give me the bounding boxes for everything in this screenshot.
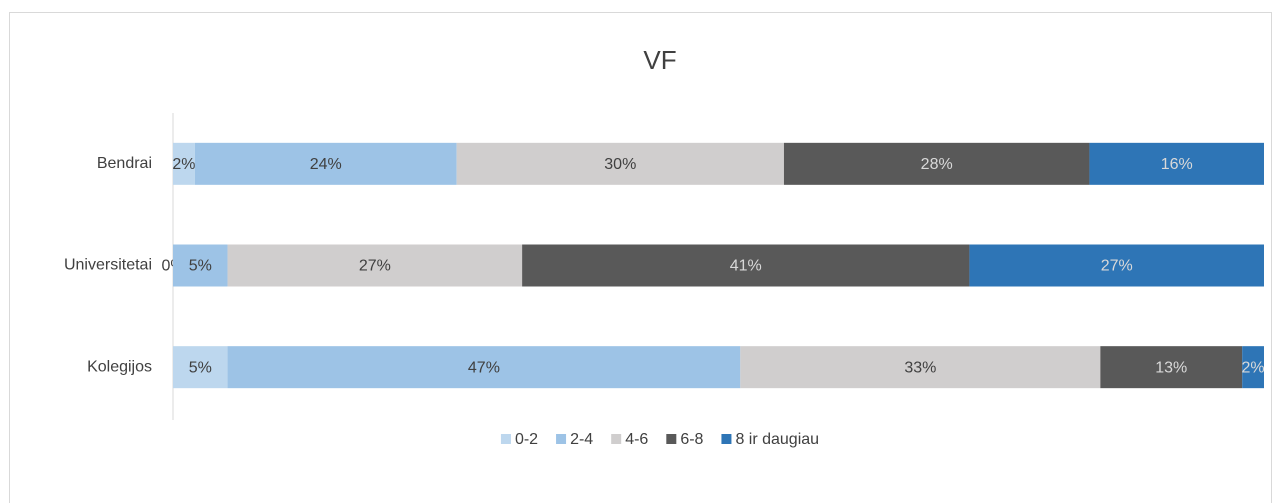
y-tick-label: Bendrai: [97, 155, 152, 172]
y-tick-label: Kolegijos: [87, 358, 152, 375]
bar-segment: [522, 244, 970, 287]
bar-segment: [173, 142, 195, 185]
data-label: 5%: [189, 359, 212, 376]
legend-swatch: [611, 434, 622, 444]
bar-segment: [227, 244, 523, 287]
bar-segment: [740, 346, 1101, 389]
bar-segment: [227, 346, 741, 389]
legend-label: 0-2: [515, 431, 538, 448]
bar-segment: [1242, 346, 1264, 389]
data-label: 33%: [904, 359, 936, 376]
bar-segment: [783, 142, 1090, 185]
data-label: 2%: [1242, 359, 1265, 376]
data-label: 24%: [310, 156, 342, 173]
bar-segment: [456, 142, 784, 185]
bar-segment: [173, 244, 228, 287]
legend-swatch: [721, 434, 732, 444]
bar-segment: [1089, 142, 1264, 185]
data-label: 13%: [1155, 359, 1187, 376]
data-label: 27%: [1101, 258, 1133, 275]
legend-swatch: [500, 434, 511, 444]
legend-label: 6-8: [680, 431, 703, 448]
bar-segment: [969, 244, 1264, 287]
data-label: 47%: [468, 359, 500, 376]
bar-segment: [194, 142, 457, 185]
legend-label: 2-4: [570, 431, 593, 448]
chart-title: VF: [643, 45, 676, 75]
y-tick-label: Universitetai: [64, 257, 152, 274]
data-label: 27%: [359, 258, 391, 275]
data-label: 5%: [189, 258, 212, 275]
bar-segment: [173, 346, 228, 389]
legend-swatch: [556, 434, 567, 444]
data-label: 30%: [604, 156, 636, 173]
data-label: 41%: [730, 258, 762, 275]
legend-label: 8 ir daugiau: [735, 431, 819, 448]
data-label: 16%: [1161, 156, 1193, 173]
legend-label: 4-6: [625, 431, 648, 448]
data-label: 2%: [172, 156, 195, 173]
legend-swatch: [666, 434, 677, 444]
data-label: 28%: [921, 156, 953, 173]
bar-segment: [1100, 346, 1243, 389]
